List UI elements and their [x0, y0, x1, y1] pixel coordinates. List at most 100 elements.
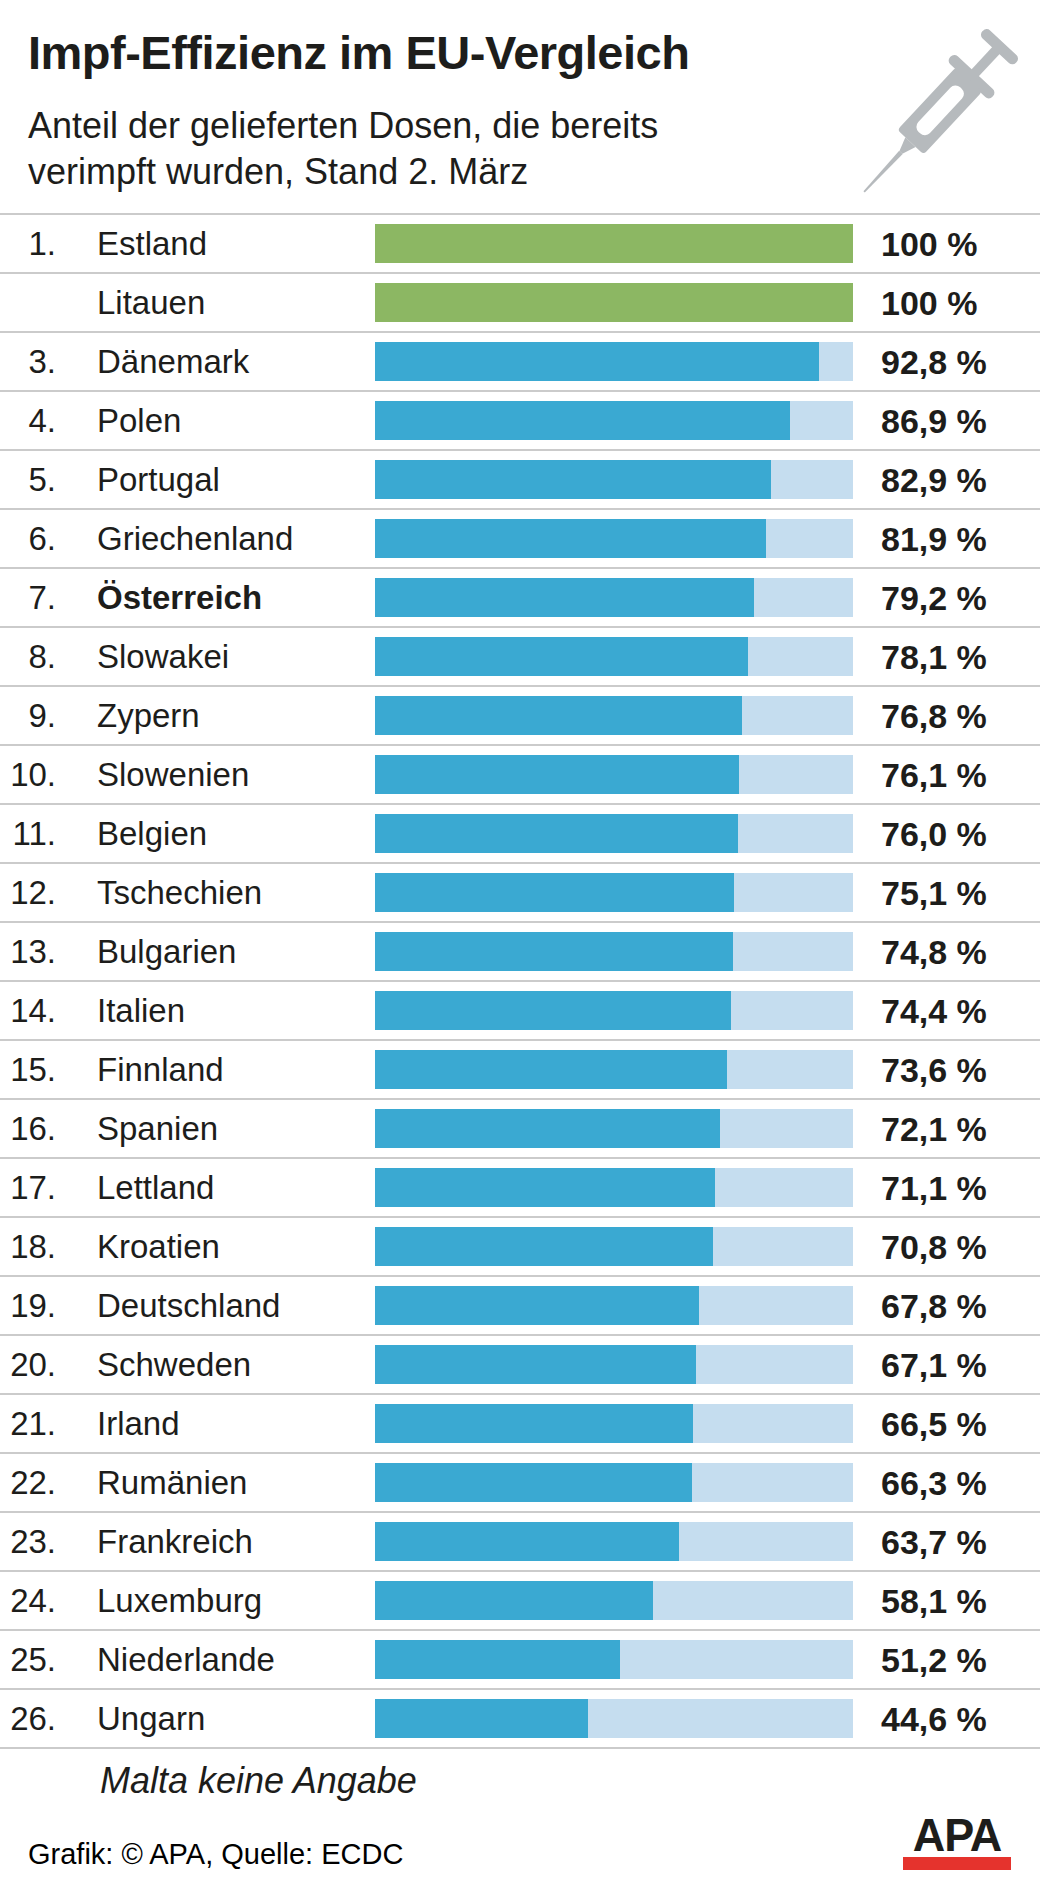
row-value: 58,1 % — [881, 1581, 987, 1620]
row-value: 71,1 % — [881, 1168, 987, 1207]
table-row: 7. Österreich 79,2 % — [0, 567, 1040, 626]
bar-fill — [375, 1168, 715, 1207]
row-value: 70,8 % — [881, 1227, 987, 1266]
table-row: 24. Luxemburg 58,1 % — [0, 1570, 1040, 1629]
bar-fill — [375, 519, 766, 558]
row-country: Slowakei — [97, 638, 229, 676]
row-rank: 21. — [0, 1405, 56, 1443]
row-country: Luxemburg — [97, 1582, 262, 1620]
table-row: 15. Finnland 73,6 % — [0, 1039, 1040, 1098]
row-value: 67,1 % — [881, 1345, 987, 1384]
row-rank: 6. — [0, 520, 56, 558]
row-country: Niederlande — [97, 1641, 275, 1679]
table-row: 5. Portugal 82,9 % — [0, 449, 1040, 508]
syringe-icon — [833, 26, 1033, 212]
row-rank: 22. — [0, 1464, 56, 1502]
bar-track — [375, 1345, 853, 1384]
bar-track — [375, 460, 853, 499]
row-rank: 5. — [0, 461, 56, 499]
row-value: 66,5 % — [881, 1404, 987, 1443]
table-row: 1. Estland 100 % — [0, 213, 1040, 272]
bar-track — [375, 696, 853, 735]
row-value: 76,8 % — [881, 696, 987, 735]
row-country: Rumänien — [97, 1464, 247, 1502]
row-rank: 4. — [0, 402, 56, 440]
row-country: Polen — [97, 402, 181, 440]
row-rank: 24. — [0, 1582, 56, 1620]
bar-fill — [375, 342, 819, 381]
row-value: 79,2 % — [881, 578, 987, 617]
row-country: Portugal — [97, 461, 220, 499]
row-value: 82,9 % — [881, 460, 987, 499]
table-row: 11. Belgien 76,0 % — [0, 803, 1040, 862]
bar-track — [375, 342, 853, 381]
row-value: 66,3 % — [881, 1463, 987, 1502]
row-country: Belgien — [97, 815, 207, 853]
row-rank: 15. — [0, 1051, 56, 1089]
row-value: 92,8 % — [881, 342, 987, 381]
row-country: Zypern — [97, 697, 200, 735]
row-rank: 3. — [0, 343, 56, 381]
row-country: Schweden — [97, 1346, 251, 1384]
row-value: 74,4 % — [881, 991, 987, 1030]
row-rank: 26. — [0, 1700, 56, 1738]
row-rank: 13. — [0, 933, 56, 971]
bar-fill — [375, 460, 771, 499]
row-value: 73,6 % — [881, 1050, 987, 1089]
bar-fill — [375, 1345, 696, 1384]
bar-track — [375, 814, 853, 853]
row-value: 86,9 % — [881, 401, 987, 440]
page-subtitle: Anteil der gelieferten Dosen, die bereit… — [28, 103, 658, 194]
bar-fill — [375, 696, 742, 735]
row-rank: 1. — [0, 225, 56, 263]
bar-fill — [375, 932, 733, 971]
bar-fill — [375, 814, 738, 853]
subtitle-line-1: Anteil der gelieferten Dosen, die bereit… — [28, 105, 658, 146]
bar-fill — [375, 401, 790, 440]
row-rank: 25. — [0, 1641, 56, 1679]
row-value: 44,6 % — [881, 1699, 987, 1738]
row-country: Deutschland — [97, 1287, 280, 1325]
subtitle-line-2: verimpft wurden, Stand 2. März — [28, 151, 528, 192]
row-country: Frankreich — [97, 1523, 253, 1561]
table-row: 10. Slowenien 76,1 % — [0, 744, 1040, 803]
row-country: Italien — [97, 992, 185, 1030]
bar-track — [375, 1404, 853, 1443]
table-row: Litauen 100 % — [0, 272, 1040, 331]
bar-track — [375, 932, 853, 971]
malta-note: Malta keine Angabe — [100, 1760, 417, 1802]
row-country: Slowenien — [97, 756, 249, 794]
table-row: 26. Ungarn 44,6 % — [0, 1688, 1040, 1747]
table-row: 14. Italien 74,4 % — [0, 980, 1040, 1039]
bar-track — [375, 1699, 853, 1738]
bar-fill — [375, 873, 734, 912]
row-value: 78,1 % — [881, 637, 987, 676]
row-rank: 7. — [0, 579, 56, 617]
ranking-list: 1. Estland 100 % Litauen 100 % 3. Dänema… — [0, 213, 1040, 1749]
source-credit: Grafik: © APA, Quelle: ECDC — [28, 1838, 403, 1871]
table-row: 13. Bulgarien 74,8 % — [0, 921, 1040, 980]
apa-logo: APA — [903, 1813, 1011, 1870]
table-row: 4. Polen 86,9 % — [0, 390, 1040, 449]
table-row: 8. Slowakei 78,1 % — [0, 626, 1040, 685]
bar-fill — [375, 1463, 692, 1502]
table-row: 3. Dänemark 92,8 % — [0, 331, 1040, 390]
row-rank: 9. — [0, 697, 56, 735]
bar-fill — [375, 991, 731, 1030]
bar-fill — [375, 755, 739, 794]
bar-track — [375, 1463, 853, 1502]
row-value: 63,7 % — [881, 1522, 987, 1561]
row-rank: 12. — [0, 874, 56, 912]
row-rank: 17. — [0, 1169, 56, 1207]
apa-logo-text: APA — [903, 1813, 1011, 1859]
row-country: Bulgarien — [97, 933, 236, 971]
page-title: Impf-Effizienz im EU-Vergleich — [28, 28, 689, 77]
row-rank: 11. — [0, 815, 56, 853]
bar-fill — [375, 637, 748, 676]
bar-fill — [375, 1227, 713, 1266]
row-country: Litauen — [97, 284, 205, 322]
bar-track — [375, 283, 853, 322]
table-row: 23. Frankreich 63,7 % — [0, 1511, 1040, 1570]
bar-track — [375, 1581, 853, 1620]
table-row: 6. Griechenland 81,9 % — [0, 508, 1040, 567]
